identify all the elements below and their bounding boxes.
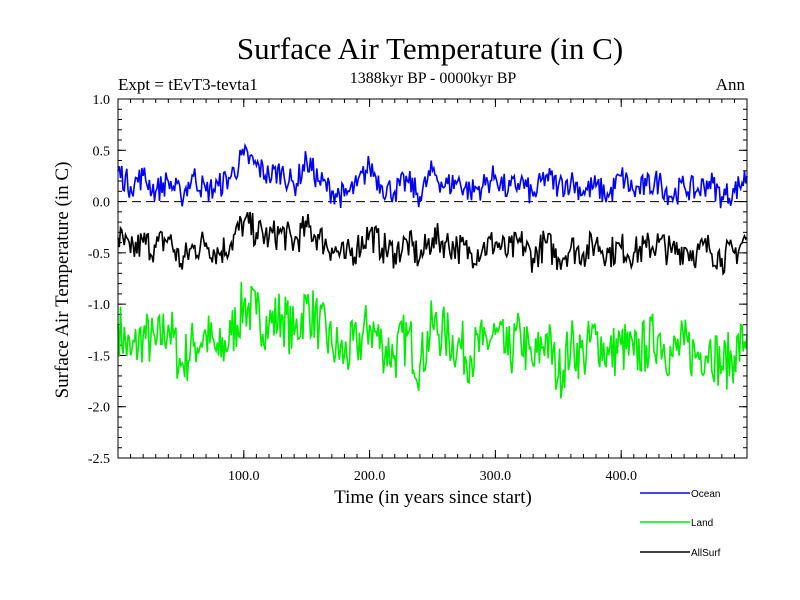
x-axis-label: Time (in years since start) (334, 487, 532, 508)
y-tick-label: -1.5 (88, 349, 110, 364)
legend-label-allsurf: AllSurf (691, 548, 721, 559)
x-tick-label: 200.0 (354, 469, 386, 484)
time-range-subtitle: 1388kyr BP - 0000kyr BP (350, 70, 517, 87)
y-tick-label: 0.5 (93, 144, 111, 159)
data-series (117, 142, 748, 399)
chart-title: Surface Air Temperature (in C) (237, 31, 623, 66)
series-line-land (117, 281, 748, 399)
y-tick-label: -0.5 (88, 247, 110, 262)
season-label: Ann (716, 75, 746, 94)
y-tick-label: -2.0 (88, 401, 110, 416)
y-tick-label: -2.5 (88, 452, 110, 467)
x-tick-label: 100.0 (228, 469, 260, 484)
y-tick-label: 1.0 (93, 93, 111, 108)
y-tick-label: 0.0 (93, 196, 111, 211)
experiment-label: Expt = tEvT3-tevta1 (118, 75, 258, 94)
series-line-allsurf (117, 211, 748, 276)
x-tick-label: 400.0 (605, 469, 637, 484)
series-line-ocean (117, 142, 748, 209)
x-tick-label: 300.0 (480, 469, 512, 484)
axis-ticks: 1.0 0.5 0.0 -0.5 -1.0 -1.5 -2.0 -2.5 100.0 200.0 3… (88, 93, 747, 484)
legend-label-land: Land (691, 518, 713, 529)
y-tick-label: -1.0 (88, 298, 110, 313)
plot-frame (117, 98, 748, 459)
y-axis-label: Surface Air Temperature (in C) (52, 162, 73, 399)
legend: Ocean Land AllSurf (640, 489, 721, 559)
legend-label-ocean: Ocean (691, 489, 720, 500)
